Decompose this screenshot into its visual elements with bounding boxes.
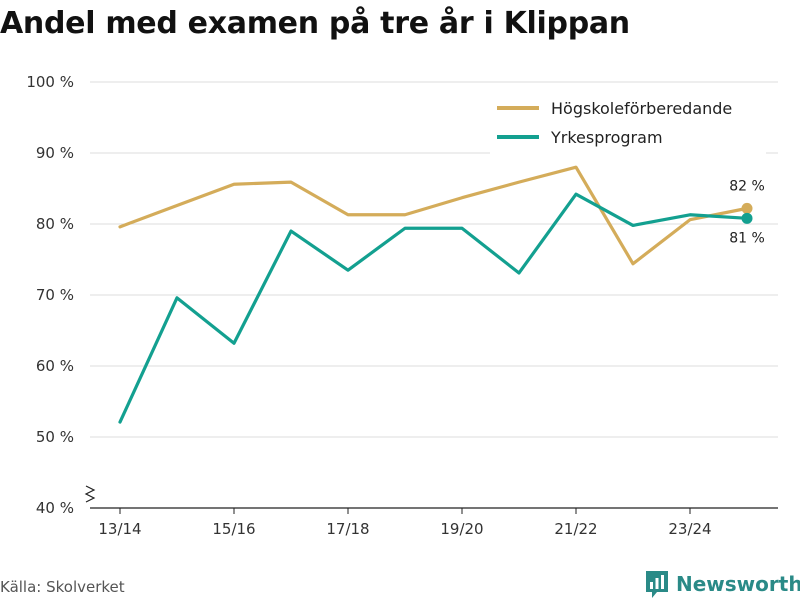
legend-label-hogskoleforberedande: Högskoleförberedande bbox=[551, 99, 732, 118]
source-note: Källa: Skolverket bbox=[0, 578, 125, 596]
y-tick-label-40: 40 % bbox=[36, 499, 74, 517]
x-tick-label-23/24: 23/24 bbox=[668, 520, 711, 538]
grid-lines bbox=[90, 81, 778, 438]
x-tick-label-19/20: 19/20 bbox=[440, 520, 483, 538]
newsworthy-icon bbox=[646, 571, 668, 598]
end-label-yrkesprogram: 81 % bbox=[729, 230, 765, 246]
x-tick-label-17/18: 17/18 bbox=[326, 520, 369, 538]
end-point-yrkesprogram bbox=[741, 212, 753, 224]
end-label-högskoleförberedande: 82 % bbox=[729, 178, 765, 194]
y-tick-label-80: 80 % bbox=[36, 215, 74, 233]
y-tick-label-50: 50 % bbox=[36, 428, 74, 446]
legend-label-yrkesprogram: Yrkesprogram bbox=[550, 128, 663, 147]
y-tick-label-70: 70 % bbox=[36, 286, 74, 304]
series-lines bbox=[118, 165, 749, 424]
end-point-högskoleförberedande bbox=[741, 202, 753, 214]
y-axis-ticks: 40 % 50 % 60 % 70 % 80 % 90 % 100 % bbox=[26, 73, 74, 517]
x-tick-label-13/14: 13/14 bbox=[98, 520, 141, 538]
newsworthy-logo[interactable]: Newsworthy bbox=[644, 568, 800, 600]
axis-break-icon bbox=[84, 485, 96, 503]
series-line-yrkesprogram bbox=[118, 192, 749, 424]
brand-name: Newsworthy bbox=[676, 572, 800, 596]
legend-background bbox=[490, 92, 766, 154]
legend: Högskoleförberedande Yrkesprogram bbox=[490, 92, 766, 154]
x-axis: 13/14 15/16 17/18 19/20 21/22 23/24 bbox=[84, 485, 778, 538]
series-line-högskoleförberedande bbox=[118, 165, 749, 266]
y-tick-label-100: 100 % bbox=[26, 73, 74, 91]
x-tick-label-15/16: 15/16 bbox=[212, 520, 255, 538]
y-tick-label-90: 90 % bbox=[36, 144, 74, 162]
y-tick-label-60: 60 % bbox=[36, 357, 74, 375]
x-tick-label-21/22: 21/22 bbox=[554, 520, 597, 538]
end-markers: 82 % 81 % bbox=[729, 178, 765, 246]
chart-title: Andel med examen på tre år i Klippan bbox=[0, 6, 630, 41]
